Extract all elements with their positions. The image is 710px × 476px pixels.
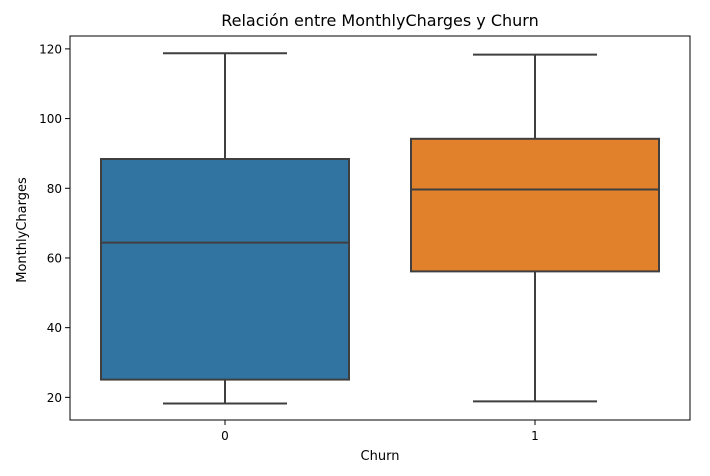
y-tick-label: 40 bbox=[47, 321, 62, 335]
y-tick-label: 120 bbox=[39, 42, 62, 56]
y-tick-label: 60 bbox=[47, 251, 62, 265]
x-tick-label: 0 bbox=[221, 429, 229, 443]
box-0 bbox=[100, 158, 350, 381]
chart-title: Relación entre MonthlyCharges y Churn bbox=[221, 11, 539, 30]
y-axis-label: MonthlyCharges bbox=[15, 177, 30, 283]
axes-frame bbox=[69, 35, 691, 421]
plot-area: 20 40 60 80 100 120 0 1 bbox=[39, 35, 691, 443]
y-tick-label: 80 bbox=[47, 182, 62, 196]
box-1 bbox=[410, 137, 660, 273]
x-axis-label: Churn bbox=[361, 449, 400, 464]
x-tick-label: 1 bbox=[531, 429, 539, 443]
y-tick-label: 100 bbox=[39, 112, 62, 126]
y-tick-label: 20 bbox=[47, 391, 62, 405]
